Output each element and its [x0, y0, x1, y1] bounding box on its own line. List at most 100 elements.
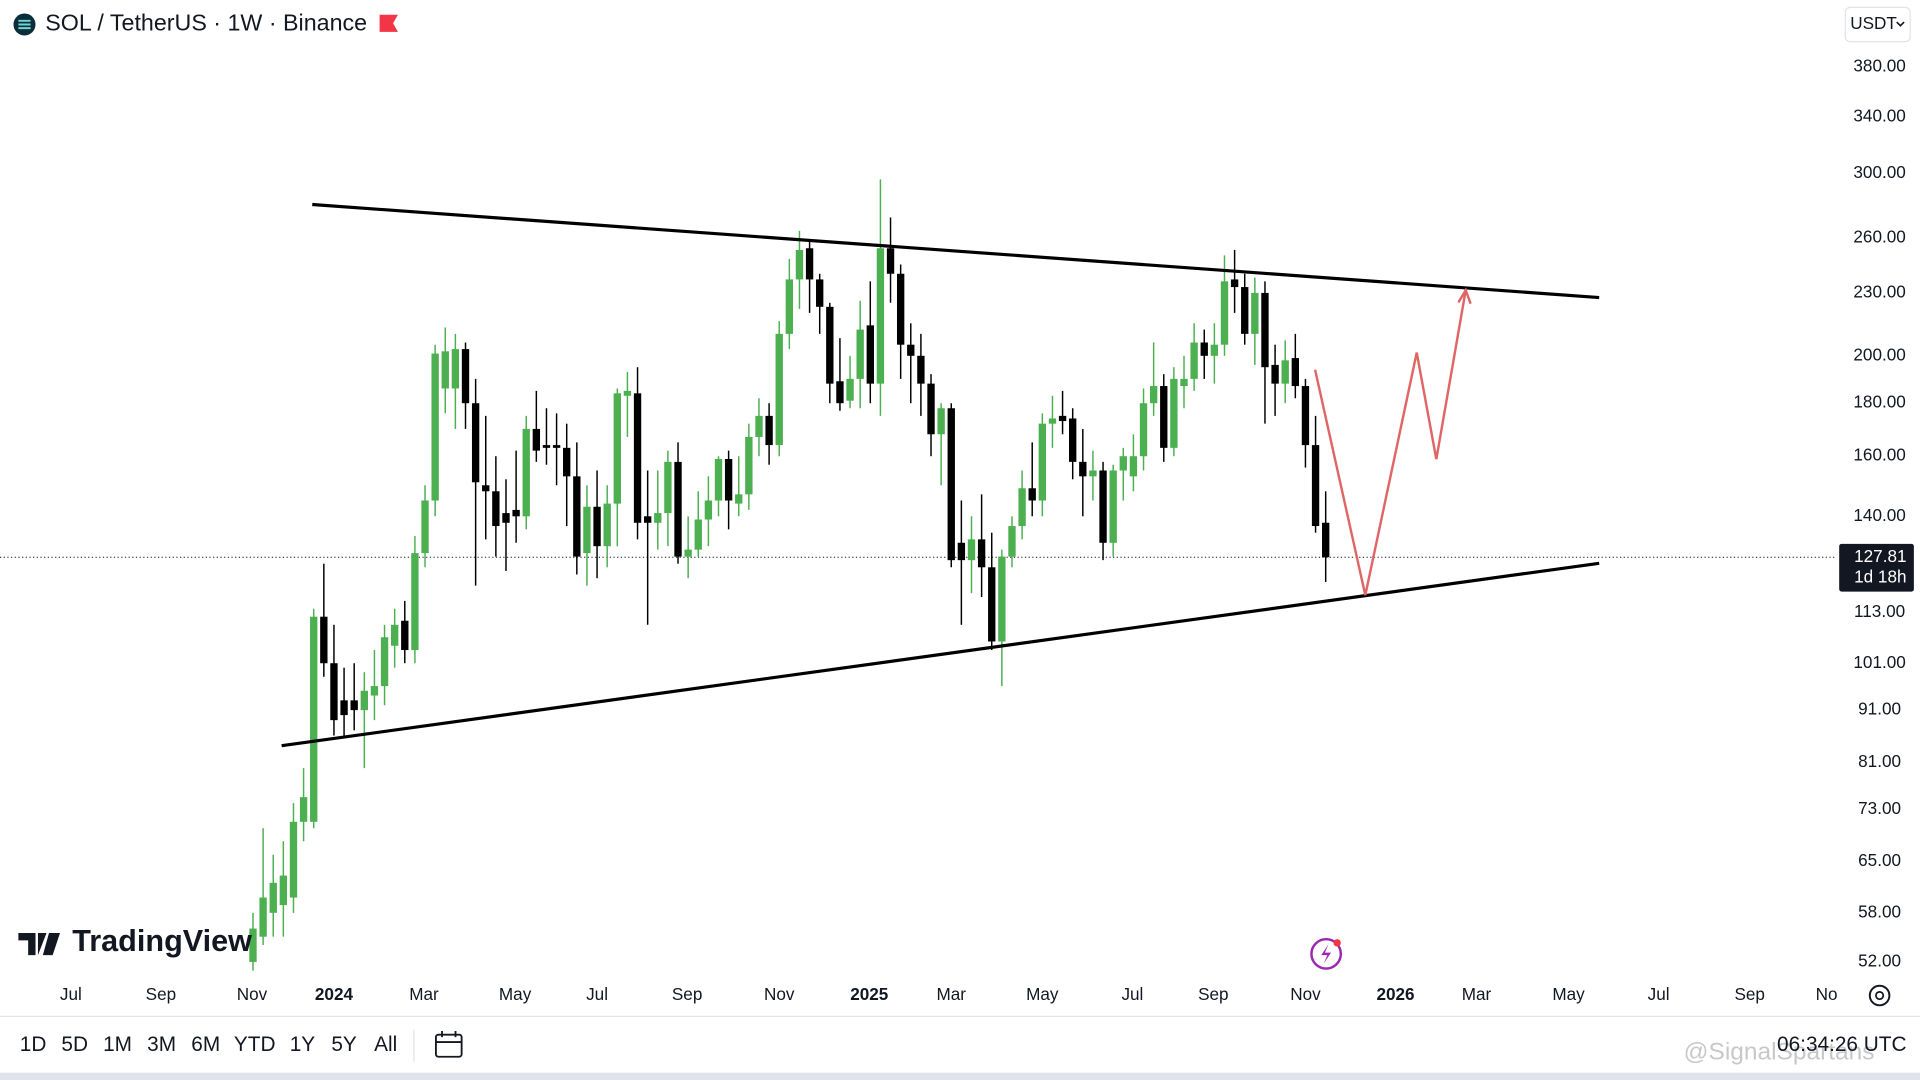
candle-body [370, 686, 379, 696]
candle-body [765, 415, 773, 446]
candle-body [411, 553, 419, 651]
candle-body [724, 459, 733, 501]
candle-body [714, 459, 723, 501]
projection-arrow [1457, 287, 1472, 305]
candle-body [1210, 344, 1219, 356]
candle-body [441, 351, 449, 389]
y-tick-label: 91.00 [1858, 699, 1901, 719]
range-button[interactable]: All [374, 1033, 397, 1056]
candle-body [947, 408, 955, 561]
candle-body [1160, 386, 1168, 448]
candle-body [896, 273, 905, 345]
x-tick-label: Jul [60, 984, 82, 1004]
candle-body [259, 897, 267, 937]
x-tick-label: Jul [1121, 984, 1143, 1004]
range-button[interactable]: 1D [20, 1033, 47, 1056]
candle-body [694, 519, 702, 550]
candle-body [1220, 281, 1229, 345]
candle-body [937, 408, 945, 435]
candle-body [795, 250, 804, 280]
candle-body [1038, 423, 1047, 501]
candle-body [927, 383, 935, 435]
candle-body [1109, 470, 1117, 543]
x-tick-label: 2026 [1376, 984, 1414, 1004]
candle-body [998, 556, 1006, 642]
candle-body [735, 494, 743, 504]
range-button[interactable]: YTD [234, 1033, 276, 1056]
candle-body [421, 500, 429, 554]
trend-line-lower [281, 561, 1600, 748]
candle-body [320, 616, 328, 664]
candle-body [1139, 403, 1148, 457]
range-button[interactable]: 5Y [331, 1033, 357, 1056]
range-button[interactable]: 6M [191, 1033, 220, 1056]
candle-body [654, 513, 662, 523]
candle-body [1200, 342, 1208, 356]
range-button[interactable]: 1Y [290, 1033, 316, 1056]
watermark: @SignalSpartans [1684, 1039, 1875, 1066]
candle-body [643, 516, 652, 523]
candle-body [755, 415, 763, 437]
range-button[interactable]: 3M [147, 1033, 176, 1056]
x-tick-label: Mar [409, 984, 439, 1004]
chevron [1896, 21, 1905, 27]
candle-body [380, 637, 389, 687]
candle-body [846, 378, 854, 401]
lightning-icon[interactable] [1310, 937, 1343, 970]
candle-body [775, 333, 783, 446]
last-price-label: 127.81 [1854, 546, 1906, 566]
candle-body [1251, 292, 1259, 334]
x-tick-label: No [1816, 984, 1838, 1004]
candle-body [805, 248, 814, 280]
candle-body [977, 539, 986, 568]
x-tick-label: May [1026, 984, 1059, 1004]
candle-body [957, 542, 966, 561]
candle-body [522, 428, 530, 517]
candle-body [532, 428, 541, 451]
candle-body [613, 393, 621, 504]
symbol-icon-lines [18, 19, 31, 30]
calendar-icon[interactable] [435, 1033, 463, 1058]
y-tick-label: 260.00 [1853, 226, 1905, 246]
x-tick-label: 2024 [315, 984, 354, 1004]
candle-body [492, 491, 500, 527]
candle-body [1230, 279, 1239, 288]
x-tick-label: Nov [764, 984, 795, 1004]
x-tick-label: Sep [1198, 984, 1228, 1004]
candle-body [1028, 488, 1036, 501]
candle-body [745, 436, 753, 495]
y-tick-label: 160.00 [1853, 445, 1905, 465]
x-tick-label: May [1552, 984, 1585, 1004]
range-button[interactable]: 1M [103, 1033, 132, 1056]
candle-body [249, 928, 257, 962]
settings-icon[interactable] [1868, 984, 1891, 1007]
y-tick-label: 340.00 [1853, 106, 1905, 126]
candle-body [401, 620, 409, 651]
x-tick-label: May [499, 984, 532, 1004]
candle-body [461, 349, 470, 404]
x-tick-label: Sep [1734, 984, 1764, 1004]
x-tick-label: Nov [237, 984, 268, 1004]
candle-body [907, 344, 915, 356]
candle-body [1322, 522, 1330, 558]
candle-body [1241, 287, 1249, 334]
y-tick-label: 180.00 [1853, 392, 1905, 412]
candle-body [1079, 461, 1087, 477]
candle-body [1311, 445, 1320, 527]
candle-body [917, 355, 925, 384]
last-price-badge [1839, 543, 1914, 592]
bottom-bar [0, 1072, 1920, 1080]
candle-body [1281, 360, 1289, 384]
candle-body [482, 485, 490, 492]
candle-body [816, 279, 824, 307]
candle-body [1018, 488, 1026, 527]
candle-body [350, 700, 358, 711]
logo-icon [18, 933, 60, 956]
candle-body [836, 381, 844, 404]
currency-button[interactable] [1844, 6, 1911, 43]
candle-body [542, 445, 551, 448]
range-button[interactable]: 5D [61, 1033, 88, 1056]
currency-label[interactable]: USDT [1850, 13, 1897, 33]
candle-body [451, 349, 460, 389]
